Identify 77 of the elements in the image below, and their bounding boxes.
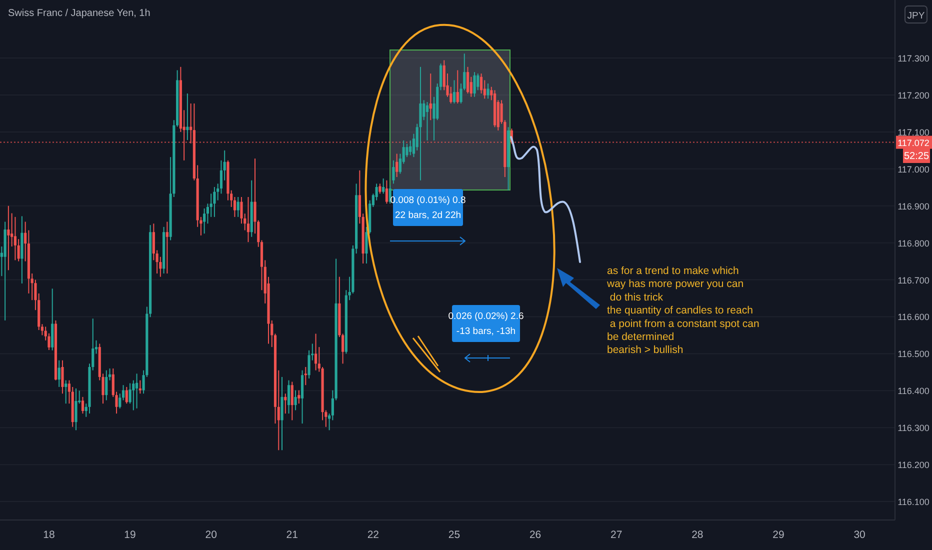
y-tick-label: 116.800 (898, 238, 930, 248)
candlestick (314, 333, 318, 371)
candlestick (419, 66, 422, 181)
candlestick (203, 208, 206, 234)
x-tick-label: 25 (448, 529, 460, 541)
candlestick (452, 80, 456, 104)
candlestick (375, 183, 378, 201)
candlestick (392, 160, 395, 184)
candlestick (365, 226, 368, 264)
candlestick (300, 370, 304, 424)
candlestick (456, 70, 459, 104)
y-tick-label: 116.300 (898, 423, 930, 434)
candlestick (378, 183, 382, 194)
candlestick (396, 153, 398, 178)
candlestick (213, 186, 216, 218)
y-tick-label: 116.900 (898, 201, 930, 212)
candlestick (294, 390, 297, 411)
candlestick (429, 73, 432, 121)
candlestick (280, 376, 284, 451)
candlestick (132, 380, 135, 411)
candlestick (166, 221, 168, 274)
x-tick-label: 18 (43, 529, 55, 541)
candlestick (64, 380, 68, 404)
candlestick (7, 205, 10, 271)
candlestick (125, 386, 128, 404)
candlestick (480, 73, 483, 94)
candlestick (385, 180, 388, 204)
candlestick (74, 388, 78, 431)
x-tick-label: 22 (367, 529, 380, 541)
candlestick (466, 66, 470, 94)
candlestick (287, 380, 290, 414)
candlestick (51, 288, 54, 351)
candlestick (135, 373, 138, 409)
x-tick-label: 19 (124, 529, 136, 541)
candlestick (17, 238, 20, 262)
x-tick-label: 26 (529, 529, 542, 541)
candlestick (406, 143, 408, 158)
candlestick (81, 396, 84, 414)
text: 52:25 (904, 151, 930, 162)
y-tick-label: 117.000 (898, 164, 930, 174)
candlestick (476, 73, 480, 91)
candlestick (486, 83, 490, 100)
candlestick (14, 216, 16, 261)
candlestick (138, 380, 142, 394)
candlestick (298, 390, 300, 404)
candlestick (473, 72, 476, 98)
candlestick (290, 381, 294, 421)
candlestick (246, 196, 250, 243)
x-tick-label: 30 (854, 529, 866, 541)
text: JPY (907, 10, 926, 22)
text: Swiss Franc / Japanese Yen, 1h (8, 8, 150, 19)
y-tick-label: 116.100 (898, 497, 930, 508)
y-tick-label: 117.200 (898, 90, 930, 100)
x-tick-label: 21 (286, 529, 298, 541)
annotation: as for a trend to make which way has more power you can do this trick the quantity of candles to reach a point from a constant spot can be determined bearish > bullish (606, 265, 760, 356)
candlestick (409, 140, 412, 156)
y-tick-label: 116.200 (898, 460, 930, 470)
candlestick (118, 393, 122, 409)
x-tick-label: 29 (772, 529, 784, 541)
y-tick-label: 117.100 (898, 127, 930, 138)
candlestick (304, 366, 307, 386)
candlestick (426, 102, 429, 141)
candlestick (58, 360, 60, 388)
candlestick (236, 196, 240, 218)
candlestick (284, 393, 287, 414)
candlestick (382, 178, 385, 194)
candlestick (105, 370, 108, 401)
y-tick-label: 116.400 (898, 386, 930, 396)
x-tick-label: 28 (692, 529, 704, 541)
y-tick-label: 116.700 (898, 275, 930, 286)
x-tick-label: 27 (610, 529, 622, 541)
ref-line-label: 117.072 (898, 138, 930, 148)
x-tick-label: 20 (205, 529, 218, 541)
y-tick-label: 116.600 (898, 312, 930, 322)
y-tick-label: 116.500 (898, 349, 930, 360)
y-tick-label: 117.300 (898, 54, 930, 64)
candlestick (61, 360, 64, 394)
